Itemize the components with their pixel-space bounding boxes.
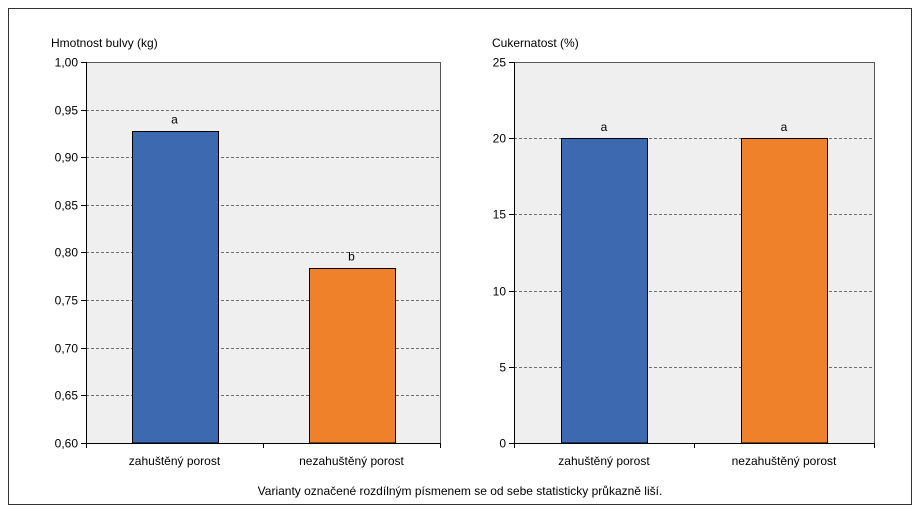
- significance-label: a: [781, 120, 788, 134]
- y-tick-label: 0,85: [55, 199, 79, 213]
- y-tick-label: 1,00: [55, 56, 79, 70]
- y-ticks-beet-weight: 0,60 0,65 0,70 0,75 0,80 0,85 0,90 0,95 1,00: [55, 56, 86, 451]
- significance-label: a: [601, 120, 608, 134]
- y-axis-title-sugar-content: Cukernatost (%): [492, 36, 579, 50]
- y-tick-label: 10: [493, 285, 507, 299]
- y-tick-label: 0,90: [55, 151, 79, 165]
- x-categories-sugar-content: zahuštěný porost nezahuštěný porost: [514, 443, 875, 468]
- y-tick-label: 0,60: [55, 437, 79, 451]
- y-tick-label: 0,75: [55, 294, 79, 308]
- x-category-label: nezahuštěný porost: [299, 454, 404, 468]
- y-tick-label: 0,65: [55, 389, 79, 403]
- y-tick-label: 0: [499, 437, 506, 451]
- y-axis-title-beet-weight: Hmotnost bulvy (kg): [51, 36, 158, 50]
- x-category-label: zahuštěný porost: [129, 454, 221, 468]
- y-tick-label: 5: [499, 361, 506, 375]
- y-ticks-sugar-content: 0 5 10 15 20 25: [493, 56, 514, 451]
- significance-label: b: [348, 250, 355, 264]
- y-tick-label: 0,95: [55, 104, 79, 118]
- y-tick-label: 15: [493, 208, 507, 222]
- y-tick-label: 0,70: [55, 342, 79, 356]
- chart-beet-weight: ab 0,600,650,700,750,800,850,900,951,00 …: [51, 36, 441, 468]
- y-tick-label: 0,80: [55, 246, 79, 260]
- x-category-label: zahuštěný porost: [558, 454, 650, 468]
- y-tick-label: 20: [493, 132, 507, 146]
- bar-nezahusteny: [309, 268, 396, 444]
- x-categories-beet-weight: zahuštěný porost nezahuštěný porost: [86, 443, 441, 468]
- x-category-label: nezahuštěný porost: [732, 454, 837, 468]
- y-tick-label: 25: [493, 56, 507, 70]
- bar-zahusteny: [132, 131, 219, 444]
- significance-note: Varianty označené rozdílným písmenem se …: [258, 484, 663, 498]
- significance-label: a: [171, 113, 178, 127]
- bar-nezahusteny: [741, 138, 828, 444]
- bar-zahusteny: [561, 138, 648, 444]
- bars-beet-weight: ab: [132, 113, 396, 444]
